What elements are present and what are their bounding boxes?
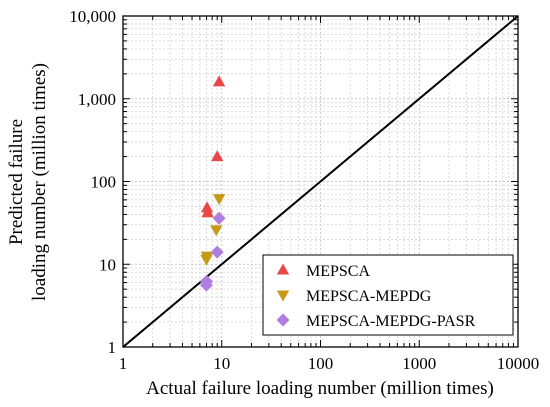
point-mepsca-mepdg-pasr [212,211,226,225]
x-tick-label: 1 [119,354,128,373]
y-axis-title-line2: loading number (million times) [29,63,50,301]
point-mepsca [212,75,226,87]
y-tick-label: 1 [108,338,117,357]
point-mepsca-mepdg [210,225,223,237]
y-axis-title-line1: Predicted failure [6,119,27,245]
legend-label-mepsca: MEPSCA [306,263,370,280]
y-tick-label: 100 [91,173,117,192]
x-axis-title: Actual failure loading number (million t… [146,378,494,399]
y-tick-label: 10,000 [69,7,116,26]
y-tick-label: 1,000 [78,90,116,109]
legend-marker-mepsca-mepdg [276,290,290,302]
point-mepsca-mepdg-pasr [199,278,213,292]
data-points [199,75,226,292]
legend-marker-mepsca [276,263,290,275]
x-tick-label: 1000 [402,354,436,373]
legend-label-mepsca-mepdg: MEPSCA-MEPDG [306,288,432,305]
y-tick-label: 10 [99,255,116,274]
point-mepsca-mepdg [212,194,226,206]
point-mepsca [200,201,214,213]
point-mepsca-mepdg [200,254,213,266]
point-mepsca-mepdg-pasr [210,245,224,259]
x-tick-label: 10 [213,354,230,373]
y-tick-labels: 1 10 100 1,000 10,000 [69,7,116,357]
x-tick-label: 100 [308,354,334,373]
point-mepsca [201,206,214,218]
axis-ticks [122,15,519,348]
legend-marker-mepsca-mepdg-pasr [276,313,290,327]
x-tick-label: 10000 [497,354,540,373]
legend-box [262,254,514,336]
reference-line-y-equals-x [122,15,519,348]
point-mepsca [211,150,224,162]
legend-label-mepsca-mepdg-pasr: MEPSCA-MEPDG-PASR [306,313,476,330]
x-tick-labels: 1 10 100 1000 10000 [119,354,540,373]
legend: MEPSCA MEPSCA-MEPDG MEPSCA-MEPDG-PASR [262,254,514,336]
